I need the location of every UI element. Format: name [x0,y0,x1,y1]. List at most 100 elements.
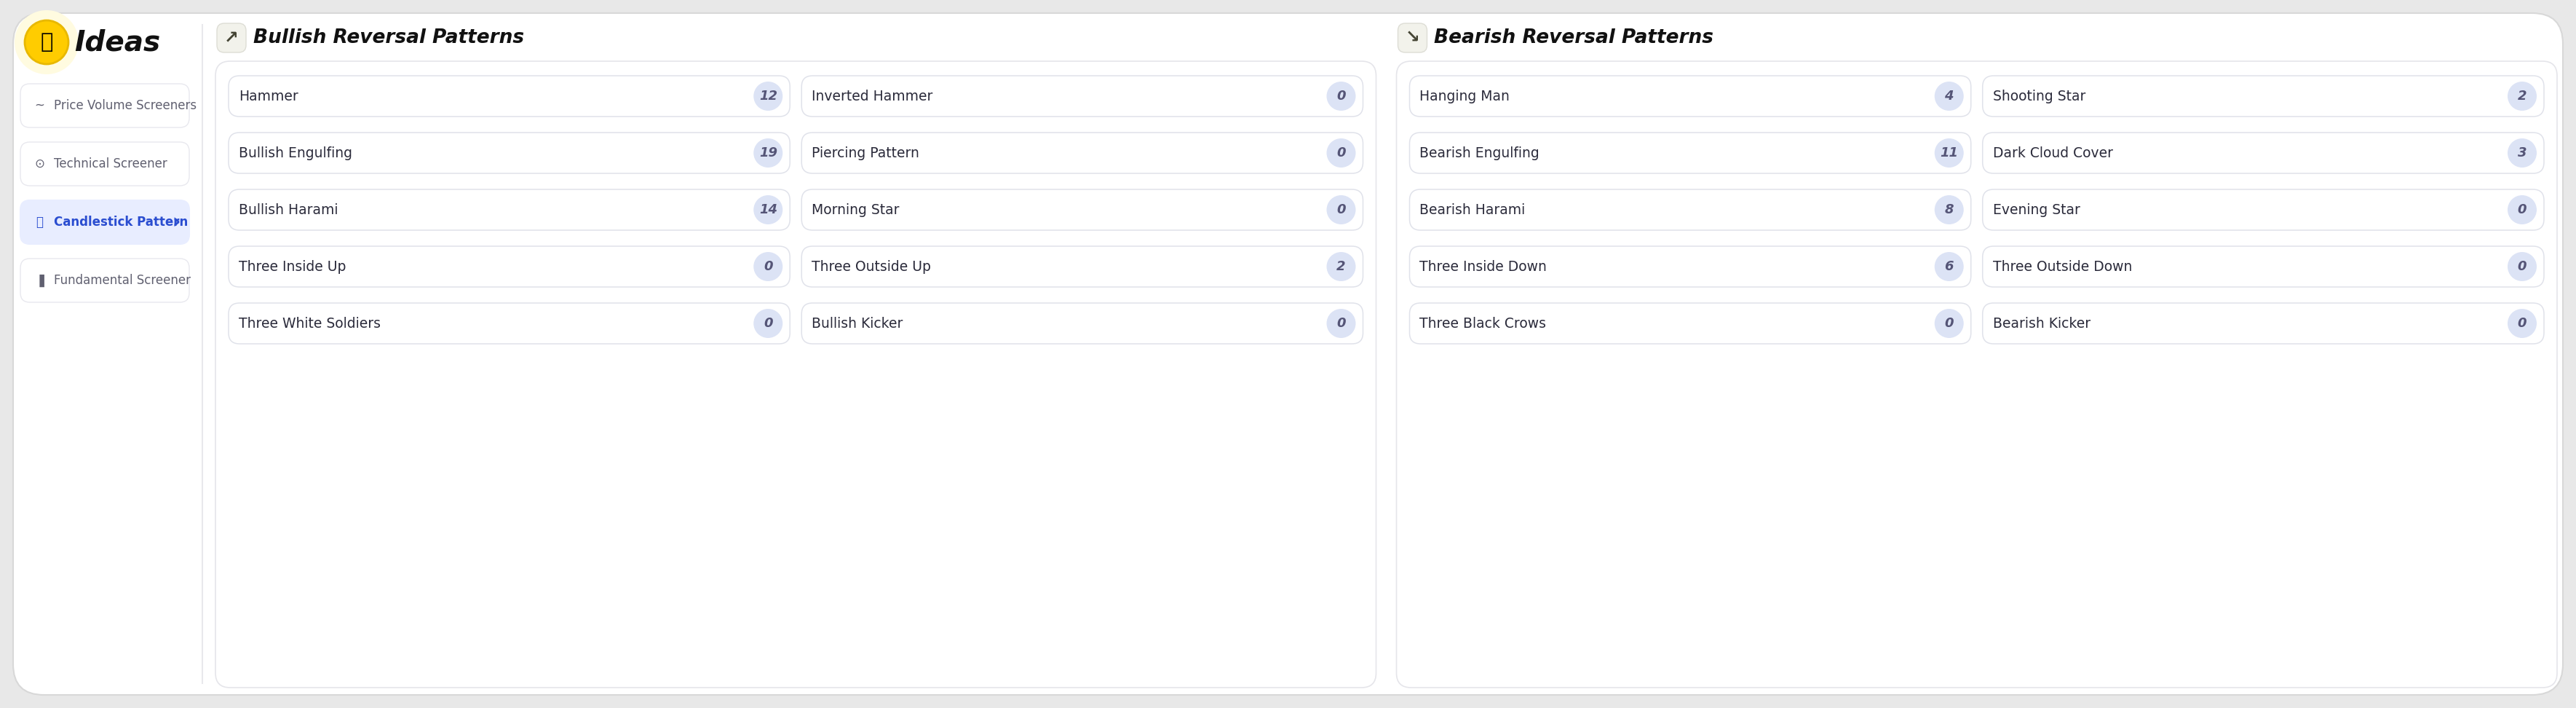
Text: Inverted Hammer: Inverted Hammer [811,89,933,103]
Text: Bullish Reversal Patterns: Bullish Reversal Patterns [252,28,523,47]
Text: 2: 2 [2517,90,2527,103]
Text: 0: 0 [762,317,773,330]
Text: Three White Soldiers: Three White Soldiers [240,316,381,331]
Text: 4: 4 [1945,90,1953,103]
FancyBboxPatch shape [801,246,1363,287]
FancyBboxPatch shape [13,13,2563,695]
FancyBboxPatch shape [21,200,188,244]
Text: 19: 19 [760,147,778,159]
Circle shape [1327,252,1355,281]
Circle shape [2506,81,2537,110]
Circle shape [1935,138,1963,168]
Text: 0: 0 [1337,203,1345,217]
Text: Three Inside Up: Three Inside Up [240,260,345,273]
FancyBboxPatch shape [1409,189,1971,230]
Text: ↘: ↘ [1406,29,1419,47]
Text: ▐: ▐ [33,274,44,287]
Text: Evening Star: Evening Star [1994,203,2079,217]
Text: 💡: 💡 [41,32,54,52]
Text: 0: 0 [762,260,773,273]
FancyBboxPatch shape [1399,23,1427,52]
Circle shape [1327,195,1355,224]
FancyBboxPatch shape [1409,76,1971,117]
FancyBboxPatch shape [229,132,791,173]
Circle shape [1327,138,1355,168]
Text: 0: 0 [1337,90,1345,103]
Text: 8: 8 [1945,203,1953,217]
Circle shape [1935,81,1963,110]
Text: Shooting Star: Shooting Star [1994,89,2087,103]
Text: Fundamental Screener: Fundamental Screener [54,274,191,287]
Circle shape [1327,309,1355,338]
Circle shape [1935,309,1963,338]
FancyBboxPatch shape [21,142,188,185]
Text: 11: 11 [1940,147,1958,159]
FancyBboxPatch shape [1409,303,1971,344]
Text: Bullish Harami: Bullish Harami [240,203,337,217]
Text: 14: 14 [760,203,778,217]
Circle shape [2506,309,2537,338]
Text: Hanging Man: Hanging Man [1419,89,1510,103]
Circle shape [2506,138,2537,168]
FancyBboxPatch shape [216,23,247,52]
Text: 0: 0 [2517,260,2527,273]
Text: Ideas: Ideas [75,28,160,56]
Text: Piercing Pattern: Piercing Pattern [811,146,920,160]
Circle shape [1935,252,1963,281]
FancyBboxPatch shape [229,189,791,230]
FancyBboxPatch shape [801,76,1363,117]
Circle shape [755,81,783,110]
Circle shape [755,252,783,281]
Text: 0: 0 [1945,317,1953,330]
Text: 0: 0 [2517,317,2527,330]
Text: 0: 0 [1337,317,1345,330]
Circle shape [1935,195,1963,224]
Circle shape [2506,252,2537,281]
Circle shape [26,21,70,64]
FancyBboxPatch shape [801,189,1363,230]
Circle shape [755,309,783,338]
FancyBboxPatch shape [1409,132,1971,173]
Text: Price Volume Screeners: Price Volume Screeners [54,99,196,112]
Text: ⊙: ⊙ [33,157,44,171]
Circle shape [1327,81,1355,110]
Text: Morning Star: Morning Star [811,203,899,217]
Text: Technical Screener: Technical Screener [54,157,167,171]
Text: 6: 6 [1945,260,1953,273]
Text: Candlestick Pattern: Candlestick Pattern [54,216,188,229]
FancyBboxPatch shape [1984,246,2545,287]
FancyBboxPatch shape [21,258,188,302]
Text: 12: 12 [760,90,778,103]
Circle shape [2506,195,2537,224]
Text: Hammer: Hammer [240,89,299,103]
FancyBboxPatch shape [801,132,1363,173]
Text: ⬛: ⬛ [36,216,44,229]
FancyBboxPatch shape [1984,303,2545,344]
FancyBboxPatch shape [801,303,1363,344]
FancyBboxPatch shape [1409,246,1971,287]
Circle shape [755,138,783,168]
Text: Bearish Kicker: Bearish Kicker [1994,316,2089,331]
FancyBboxPatch shape [21,84,188,127]
FancyBboxPatch shape [1984,189,2545,230]
Text: 0: 0 [2517,203,2527,217]
FancyBboxPatch shape [1984,132,2545,173]
Text: ↗: ↗ [224,29,240,47]
Text: ~: ~ [33,99,44,112]
Text: Dark Cloud Cover: Dark Cloud Cover [1994,146,2112,160]
FancyBboxPatch shape [1396,61,2558,687]
Text: Bullish Engulfing: Bullish Engulfing [240,146,353,160]
Text: 2: 2 [1337,260,1345,273]
Text: Three Black Crows: Three Black Crows [1419,316,1546,331]
FancyBboxPatch shape [1984,76,2545,117]
Text: ›: › [173,212,180,232]
Text: Bearish Reversal Patterns: Bearish Reversal Patterns [1435,28,1713,47]
Text: Bullish Kicker: Bullish Kicker [811,316,904,331]
Text: 0: 0 [1337,147,1345,159]
Text: Bearish Engulfing: Bearish Engulfing [1419,146,1540,160]
FancyBboxPatch shape [229,246,791,287]
FancyBboxPatch shape [229,303,791,344]
FancyBboxPatch shape [216,61,1376,687]
FancyBboxPatch shape [229,76,791,117]
Circle shape [15,10,80,74]
